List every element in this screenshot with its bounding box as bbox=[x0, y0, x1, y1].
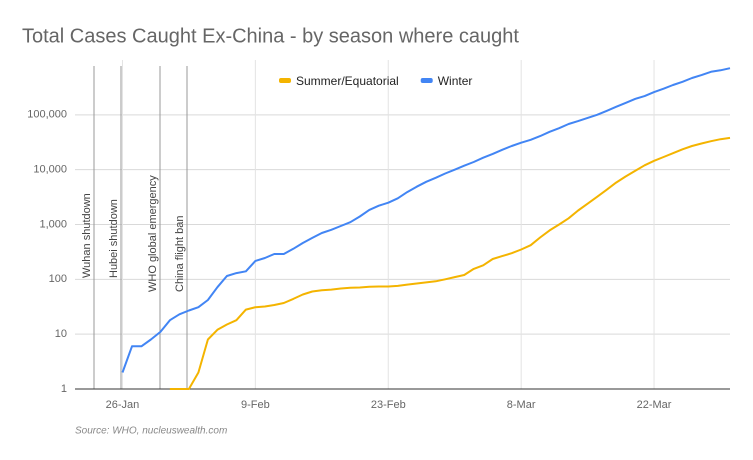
legend-swatch bbox=[279, 78, 291, 83]
legend-label: Summer/Equatorial bbox=[296, 74, 399, 88]
series-line bbox=[121, 67, 731, 373]
x-tick-label: 26-Jan bbox=[106, 399, 140, 411]
annotation-text: WHO global emergency bbox=[147, 175, 159, 292]
chart-title: Total Cases Caught Ex-China - by season … bbox=[22, 25, 519, 47]
y-tick-label: 1,000 bbox=[39, 218, 67, 230]
annotation-text: Hubei shutdown bbox=[108, 199, 120, 278]
y-tick-label: 1 bbox=[61, 383, 67, 395]
y-tick-label: 10,000 bbox=[33, 164, 67, 176]
y-tick-label: 100 bbox=[49, 273, 67, 285]
y-tick-label: 10 bbox=[55, 328, 67, 340]
x-tick-label: 8-Mar bbox=[507, 399, 536, 411]
y-tick-label: 100,000 bbox=[27, 109, 67, 121]
legend-swatch bbox=[420, 78, 433, 83]
source-note: Source: WHO, nucleuswealth.com bbox=[75, 426, 227, 437]
x-tick-label: 9-Feb bbox=[241, 399, 270, 411]
annotation-text: Wuhan shutdown bbox=[81, 193, 93, 278]
x-tick-label: 23-Feb bbox=[371, 399, 406, 411]
x-tick-label: 22-Mar bbox=[637, 399, 672, 411]
legend-label: Winter bbox=[438, 74, 473, 88]
series-line bbox=[169, 136, 731, 390]
annotation-text: China flight ban bbox=[174, 216, 186, 292]
